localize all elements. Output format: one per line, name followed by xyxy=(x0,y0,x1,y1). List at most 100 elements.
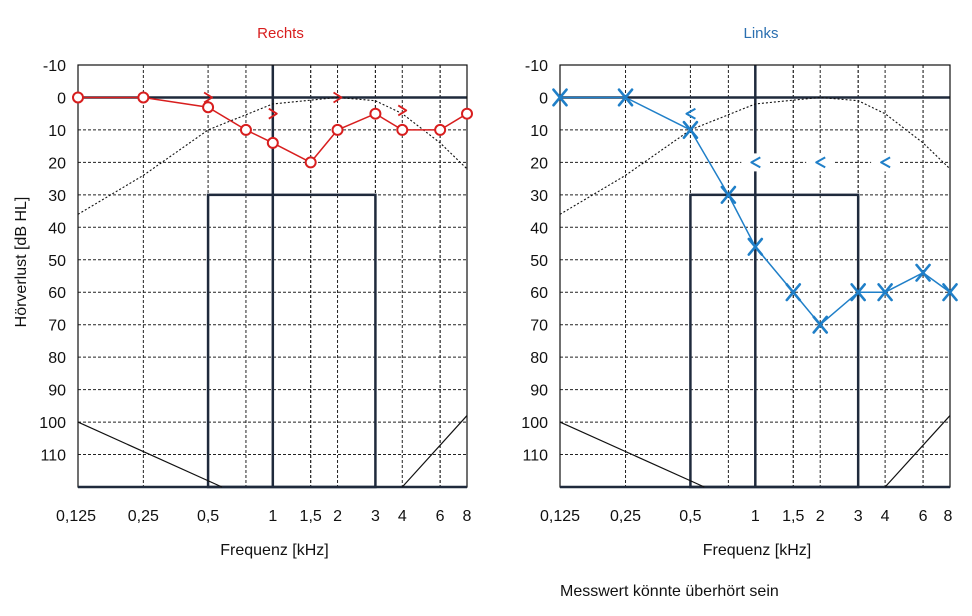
corner-line-left xyxy=(559,421,705,488)
data-point-circle xyxy=(396,123,409,136)
audiogram-right-ear: Rechts Frequenz [kHz] -10 0 10 20 30 40 50 60 70… xyxy=(39,25,473,559)
x-tick-label: 0,25 xyxy=(610,508,641,525)
data-point-circle xyxy=(239,123,252,136)
bone-conduction-marker xyxy=(880,156,891,169)
x-tick-label: 4 xyxy=(881,508,890,525)
y-tick-label: 40 xyxy=(48,220,66,237)
bone-conduction-marker xyxy=(750,156,761,169)
x-tick-label: 3 xyxy=(854,508,863,525)
y-tick-label: 50 xyxy=(530,253,548,270)
x-axis-label-right: Frequenz [kHz] xyxy=(220,542,328,559)
data-point-x-stroke xyxy=(942,283,958,302)
data-point-x xyxy=(682,120,699,140)
x-tick-label: 0,25 xyxy=(128,508,159,525)
y-tick-label: -10 xyxy=(525,58,548,75)
data-point-circle xyxy=(434,123,447,136)
data-point-circle xyxy=(331,123,344,136)
bone-conduction-marker xyxy=(815,156,826,169)
x-tick-label: 1,5 xyxy=(300,508,322,525)
speech-region-box xyxy=(689,193,860,489)
x-tick-label: 4 xyxy=(398,508,407,525)
data-point-circle xyxy=(369,107,382,120)
data-point-circle xyxy=(137,91,150,104)
y-tick-label: 40 xyxy=(530,220,548,237)
y-tick-label: 80 xyxy=(530,350,548,367)
data-point-x xyxy=(720,185,737,204)
x-tick-label: 0,125 xyxy=(56,508,96,525)
x-tick-label: 0,5 xyxy=(679,508,701,525)
y-tick-label: 10 xyxy=(48,123,66,140)
y-tick-label: 100 xyxy=(39,415,66,432)
y-tick-label: 60 xyxy=(48,285,66,302)
data-point-circle xyxy=(461,107,473,120)
y-tick-label: 80 xyxy=(48,350,66,367)
y-tick-label: 100 xyxy=(521,415,548,432)
x-tick-label: 8 xyxy=(463,508,472,525)
bone-conduction-marker xyxy=(333,91,343,104)
data-point-x-stroke xyxy=(785,283,802,302)
y-tick-label: 0 xyxy=(539,90,548,107)
x-tick-label: 1 xyxy=(268,508,277,525)
data-point-x-stroke xyxy=(682,120,699,140)
y-tick-label: 30 xyxy=(48,188,66,205)
x-tick-label: 0,5 xyxy=(197,508,219,525)
audiogram-left-ear: Links Frequenz [kHz] -10 0 10 20 30 40 50 60 70 8… xyxy=(521,25,958,559)
chart-title-right: Rechts xyxy=(257,25,304,42)
y-tick-label: 90 xyxy=(530,383,548,400)
data-point-x-stroke xyxy=(915,263,931,282)
data-point-circle xyxy=(304,156,317,169)
data-point-circle xyxy=(72,91,84,104)
y-tick-label: 110 xyxy=(40,448,66,465)
data-point-x xyxy=(915,263,931,282)
y-tick-label: 20 xyxy=(48,155,66,172)
data-point-x xyxy=(552,88,568,107)
x-tick-label: 3 xyxy=(371,508,380,525)
data-point-x xyxy=(617,88,634,107)
data-point-x xyxy=(942,283,958,302)
y-tick-label: -10 xyxy=(43,58,66,75)
legend-note: Messwert könnte überhört sein xyxy=(560,583,779,600)
y-tick-label: 10 xyxy=(530,123,548,140)
chart-title-left: Links xyxy=(743,25,778,42)
data-point-x xyxy=(850,283,866,302)
data-point-x xyxy=(785,283,802,302)
y-tick-label: 60 xyxy=(530,285,548,302)
corner-line-right xyxy=(401,415,468,488)
x-tick-label: 1,5 xyxy=(782,508,804,525)
reference-curve xyxy=(77,96,468,215)
bone-conduction-marker-bg xyxy=(871,153,900,172)
x-tick-label: 6 xyxy=(919,508,928,525)
data-point-x-stroke xyxy=(747,237,764,256)
x-tick-label: 2 xyxy=(333,508,342,525)
bone-conduction-marker xyxy=(397,104,408,117)
y-tick-label: 110 xyxy=(522,448,548,465)
x-tick-label: 8 xyxy=(944,508,953,525)
y-tick-label: 50 xyxy=(48,253,66,270)
data-point-x-stroke xyxy=(877,283,893,302)
data-point-circle xyxy=(266,136,279,149)
data-point-circle xyxy=(202,101,215,114)
data-point-x-stroke xyxy=(812,315,829,334)
corner-line-left xyxy=(77,421,223,488)
y-tick-label: 20 xyxy=(530,155,548,172)
x-axis-label-left: Frequenz [kHz] xyxy=(703,542,811,559)
bone-conduction-marker-bg xyxy=(741,153,770,172)
y-tick-label: 70 xyxy=(530,318,548,335)
y-tick-label: 30 xyxy=(530,188,548,205)
data-point-x xyxy=(877,283,893,302)
data-point-x-stroke xyxy=(850,283,866,302)
data-point-x-stroke xyxy=(720,185,737,204)
corner-line-right xyxy=(884,415,951,488)
data-point-x-stroke xyxy=(552,88,568,107)
x-tick-label: 1 xyxy=(751,508,760,525)
x-tick-label: 6 xyxy=(436,508,445,525)
bone-conduction-marker xyxy=(268,107,278,120)
bone-conduction-marker xyxy=(203,91,213,104)
data-point-x xyxy=(747,237,764,256)
y-tick-label: 90 xyxy=(48,383,66,400)
y-tick-label: 0 xyxy=(57,90,66,107)
bone-conduction-marker xyxy=(685,107,696,120)
y-axis-label: Hörverlust [dB HL] xyxy=(13,197,30,328)
x-tick-label: 0,125 xyxy=(540,508,580,525)
